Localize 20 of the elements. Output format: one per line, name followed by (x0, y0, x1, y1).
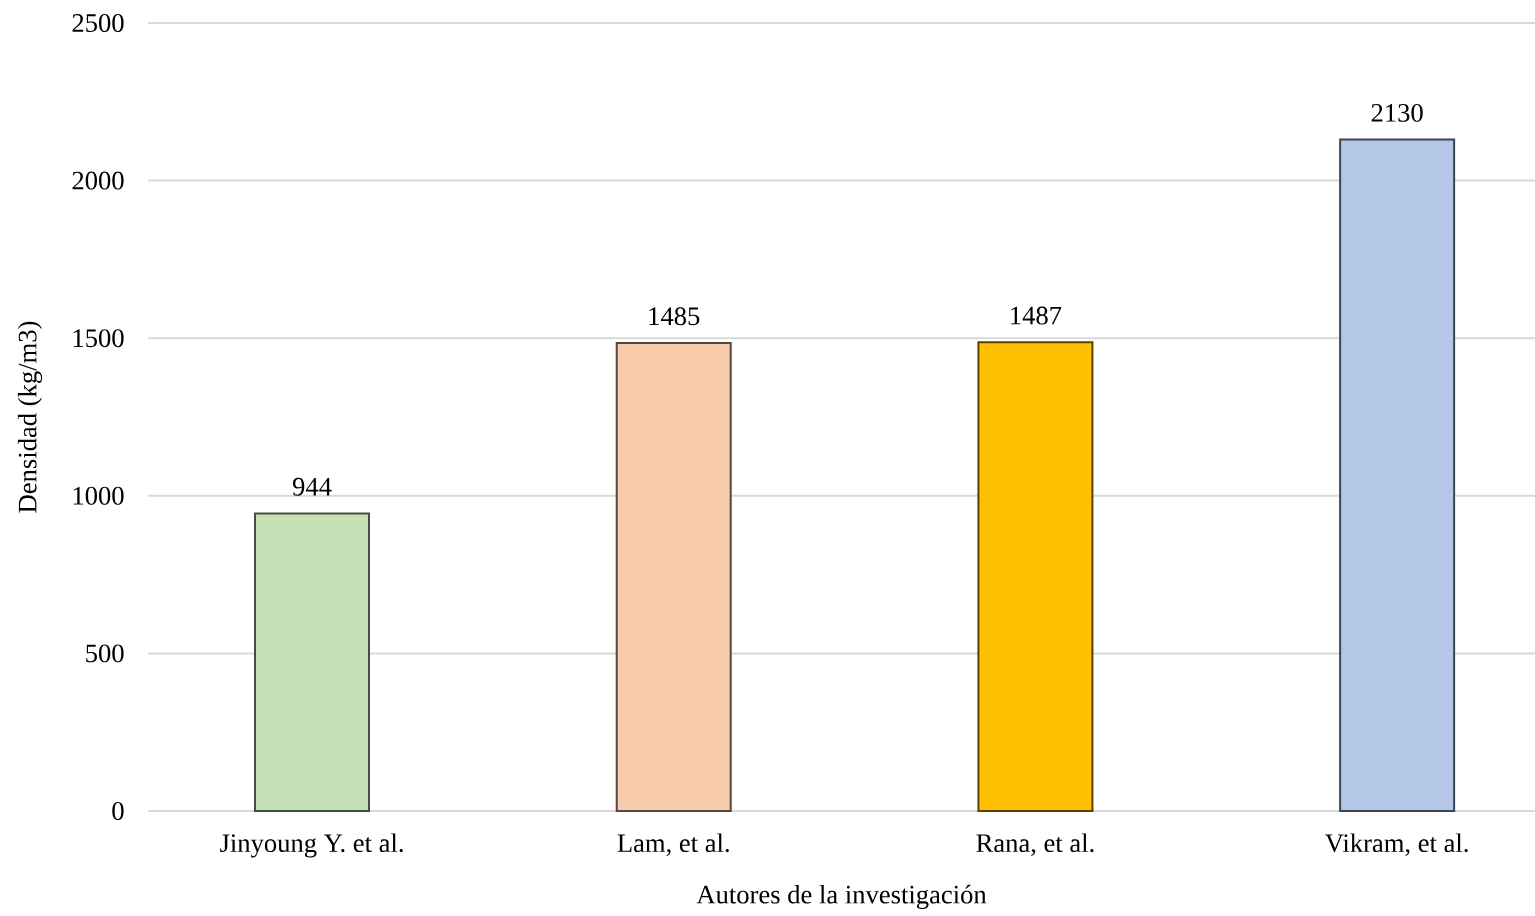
data-label: 2130 (1371, 103, 1423, 122)
y-tick-label: 2000 (72, 171, 124, 190)
x-tick-label: Vikram, et al. (1325, 833, 1468, 856)
y-tick-label: 500 (86, 644, 124, 663)
y-tick-label: 1500 (73, 329, 124, 348)
x-tick-label: Jinyoung Y. et al. (220, 833, 403, 858)
data-label: 944 (292, 477, 332, 496)
bar (254, 512, 371, 812)
bar (1339, 138, 1456, 812)
y-tick-label: 0 (112, 802, 124, 820)
data-label: 1485 (649, 307, 700, 326)
y-tick-label: 2500 (72, 14, 124, 32)
x-tick-label: Lam, et al. (617, 833, 729, 856)
x-tick-label: Rana, et al. (976, 833, 1094, 856)
bar (977, 341, 1094, 812)
y-axis-title: Densidad (kg/m3) (17, 321, 43, 513)
bar (615, 341, 732, 812)
data-label: 1487 (1011, 306, 1062, 325)
x-axis-title: Autores de la investigación (696, 884, 987, 910)
y-tick-label: 1000 (73, 486, 124, 505)
